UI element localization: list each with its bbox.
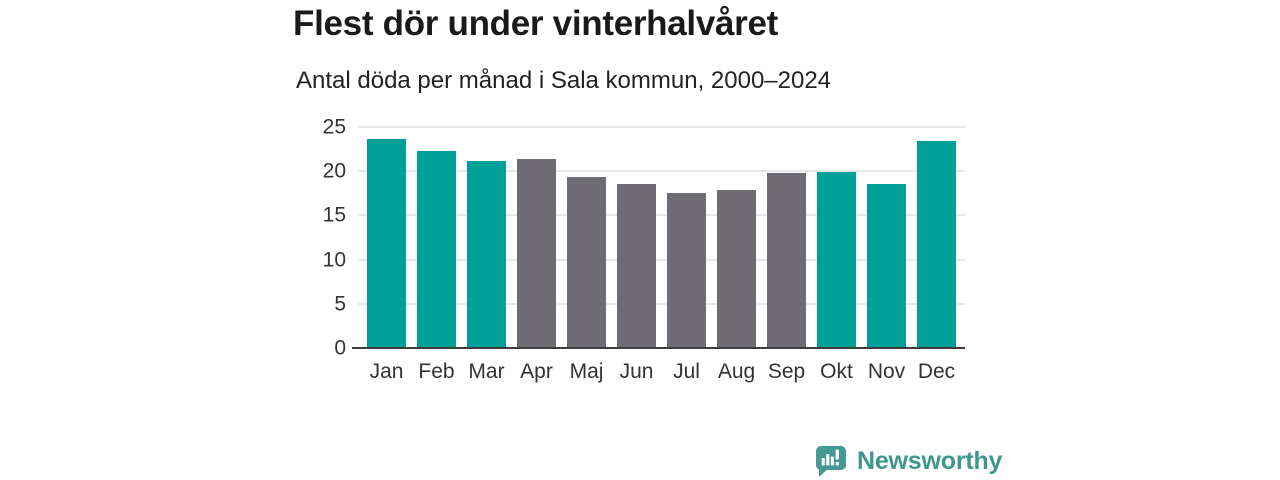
bar-nov [867, 183, 906, 348]
bar-feb [417, 150, 456, 348]
bar-column-maj: Maj [562, 127, 611, 382]
bar-column-mar: Mar [462, 127, 511, 382]
x-tick-label-nov: Nov [867, 360, 906, 383]
bar-column-okt: Okt [812, 127, 861, 382]
gridlines [358, 126, 965, 348]
y-tick-label-5: 5 [334, 292, 346, 316]
x-tick-label-aug: Aug [717, 360, 756, 383]
bar-jul [667, 193, 706, 348]
y-tick-label-25: 25 [322, 115, 346, 139]
y-tick-label-20: 20 [322, 159, 346, 183]
gridline-15 [358, 214, 965, 217]
bar-column-nov: Nov [862, 127, 911, 382]
bar-jan [367, 139, 406, 348]
bars: Jan Feb Mar Apr Maj Jun Jul Aug Sep Okt Nov Dec [358, 127, 965, 382]
y-axis-labels: 0 5 10 15 20 25 [272, 117, 346, 359]
x-tick-label-maj: Maj [569, 360, 604, 383]
x-tick-label-dec: Dec [917, 360, 956, 383]
gridline-5 [358, 302, 965, 305]
x-tick-label-jul: Jul [673, 360, 700, 383]
bar-column-aug: Aug [712, 127, 761, 382]
newsworthy-bubble-chart-icon [816, 446, 846, 477]
chart-title: Flest dör under vinterhalvåret [293, 4, 779, 43]
x-tick-label-apr: Apr [520, 360, 553, 383]
y-tick-label-15: 15 [322, 203, 346, 227]
bar-column-sep: Sep [762, 127, 811, 382]
bar-column-jan: Jan [362, 127, 411, 382]
chart-subtitle: Antal döda per månad i Sala kommun, 2000… [296, 67, 832, 94]
bar-column-jul: Jul [662, 127, 711, 382]
x-tick-label-jun: Jun [619, 360, 654, 383]
x-tick-label-sep: Sep [767, 360, 806, 383]
gridline-20 [358, 170, 965, 173]
bar-dec [917, 141, 956, 348]
bar-column-apr: Apr [512, 127, 561, 382]
newsworthy-wordmark: Newsworthy [857, 447, 1003, 475]
x-tick-label-feb: Feb [418, 360, 455, 383]
bar-column-feb: Feb [412, 127, 461, 382]
bar-okt [817, 172, 856, 348]
x-tick-label-okt: Okt [820, 360, 853, 383]
bar-apr [517, 158, 556, 348]
x-tick-label-mar: Mar [468, 360, 505, 383]
y-tick-label-10: 10 [322, 248, 346, 272]
plot-area: Jan Feb Mar Apr Maj Jun Jul Aug Sep Okt Nov Dec [352, 126, 965, 382]
bar-jun [617, 184, 656, 348]
x-tick-label-jan: Jan [369, 360, 404, 383]
gridline-25 [358, 126, 965, 128]
bar-mar [467, 160, 506, 348]
bar-aug [717, 189, 756, 348]
y-tick-label-0: 0 [334, 336, 346, 360]
bar-column-dec: Dec [912, 127, 961, 382]
bar-column-jun: Jun [612, 127, 661, 382]
gridline-10 [358, 258, 965, 261]
bar-sep [767, 172, 806, 348]
bar-maj [567, 176, 606, 348]
x-axis-line [352, 347, 965, 349]
newsworthy-logo[interactable]: Newsworthy [814, 444, 1002, 478]
